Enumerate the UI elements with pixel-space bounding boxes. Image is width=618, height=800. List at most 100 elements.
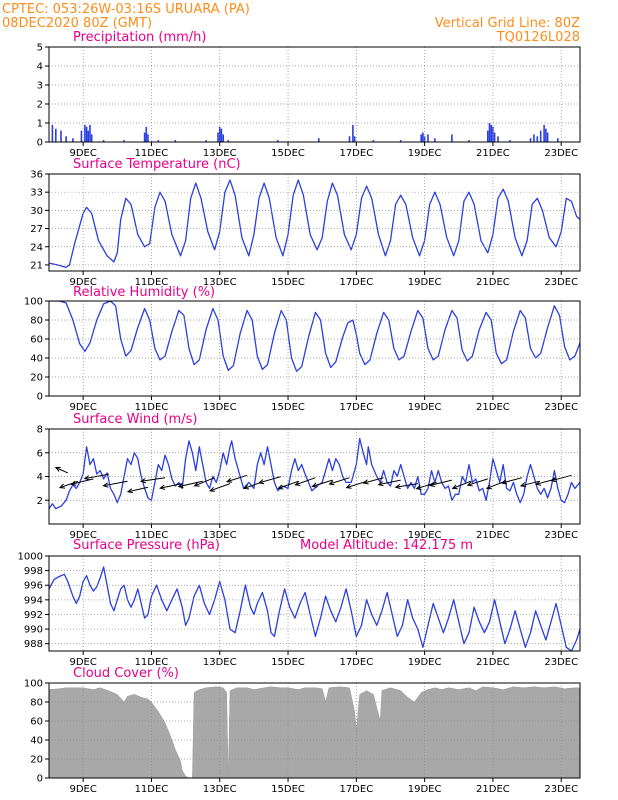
temp-ytick-label: 21 [30, 260, 43, 271]
precip-bar [277, 140, 279, 142]
cloud-panel: Cloud Cover (%) 0 20 40 60 80 100 9DEC 11DEC 13DE… [24, 666, 581, 795]
cloud-ytick-label: 20 [30, 755, 43, 766]
precip-ytick-label: 5 [37, 43, 43, 54]
wind-arrow-head [208, 486, 216, 492]
cloud-ytick-label: 100 [24, 679, 43, 690]
precip-bar [145, 126, 148, 142]
precip-bar [493, 132, 496, 142]
wind-arrow [452, 480, 471, 489]
precip-bar [423, 136, 426, 142]
precip-ytick-label: 3 [37, 81, 43, 92]
cloud-xtick-label: 23DEC [544, 784, 578, 795]
temp-ytick-label: 36 [30, 170, 43, 181]
precip-bar [87, 130, 90, 142]
temp-title: Surface Temperature (nC) [73, 157, 241, 172]
rh-xtick-label: 21DEC [476, 402, 510, 413]
wind-arrow [416, 481, 437, 490]
wind-arrow-head [394, 483, 401, 490]
cloud-title: Cloud Cover (%) [73, 666, 179, 681]
temp-xtick-label: 23DEC [544, 277, 578, 288]
wind-arrow [395, 483, 418, 488]
wind-xtick-label: 19DEC [408, 530, 442, 541]
rh-xtick-label: 19DEC [408, 402, 442, 413]
precip-bar [318, 138, 320, 142]
wind-xtick-label: 21DEC [476, 530, 510, 541]
pres-content [49, 566, 580, 651]
wind-xtick-label: 17DEC [339, 530, 373, 541]
rh-xtick-label: 23DEC [544, 402, 578, 413]
pres-xtick-label: 9DEC [69, 657, 96, 668]
cloud-xtick-label: 11DEC [135, 784, 169, 795]
wind-arrow [429, 479, 453, 486]
wind-arrow [312, 479, 333, 487]
cloud-ytick-label: 80 [30, 698, 43, 709]
wind-arrow [178, 480, 203, 488]
precip-bar [422, 132, 424, 142]
precip-bar [487, 130, 489, 142]
pres-xtick-label: 13DEC [203, 657, 237, 668]
pres-ytick-label: 988 [24, 639, 43, 650]
header-line1-right: Vertical Grid Line: 80Z [435, 16, 580, 31]
wind-title: Surface Wind (m/s) [73, 412, 197, 427]
header-line2-right: TQ0126L028 [496, 30, 580, 45]
wind-arrow-head [277, 484, 284, 490]
wind-ytick-label: 4 [37, 472, 43, 483]
precip-bar [529, 138, 532, 142]
cloud-ytick-label: 60 [30, 717, 43, 728]
precip-bar [80, 130, 83, 142]
temp-ytick-label: 30 [30, 206, 43, 217]
precip-bar [546, 132, 549, 142]
header-line1-left: CPTEC: 053:26W-03:16S URUARA (PA) [2, 2, 250, 17]
rh-xtick-label: 17DEC [339, 402, 373, 413]
wind-arrow-head [345, 483, 352, 489]
precip-bar [174, 140, 177, 142]
cloud-content [49, 686, 580, 778]
rh-ytick-label: 80 [30, 316, 43, 327]
wind-panel: Surface Wind (m/s) 2 4 6 8 9DEC 11DEC 13DEC 15DE… [37, 412, 581, 541]
precip-bar [147, 134, 149, 142]
precip-bar [89, 124, 91, 142]
precip-xtick-label: 21DEC [476, 148, 510, 159]
pres-ytick-label: 990 [24, 625, 43, 636]
wind-arrow [329, 477, 350, 485]
pres-ytick-label: 994 [24, 595, 43, 606]
precip-bar [60, 130, 62, 142]
precip-bar [353, 136, 356, 142]
wind-arrow-head [519, 482, 526, 488]
wind-arrow [467, 478, 488, 486]
wind-arrow-head [466, 481, 473, 487]
temp-panel: Surface Temperature (nC) 21 24 27 30 33 36 9DEC… [30, 157, 581, 288]
precip-xtick-label: 13DEC [203, 148, 237, 159]
pres-frame [48, 555, 581, 652]
pres-title: Surface Pressure (hPa) [73, 538, 220, 553]
pres-ytick-label: 996 [24, 581, 43, 592]
wind-xtick-label: 23DEC [544, 530, 578, 541]
wind-arrow [363, 477, 384, 484]
precip-bar [205, 140, 207, 142]
rh-content [49, 301, 580, 372]
wind-content [49, 437, 580, 510]
rh-ytick-label: 60 [30, 335, 43, 346]
precip-ytick-label: 0 [37, 138, 43, 149]
wind-arrow-head [126, 488, 134, 494]
cloud-ytick-label: 0 [37, 774, 43, 785]
rh-xtick-label: 9DEC [69, 402, 96, 413]
precip-bar [72, 138, 74, 142]
pres-ytick-label: 1000 [18, 552, 43, 563]
precip-bar [222, 134, 224, 142]
rh-title: Relative Humidity (%) [73, 285, 215, 300]
wind-arrow-head [485, 484, 492, 490]
cloud-ytick-label: 40 [30, 736, 43, 747]
wind-arrow [520, 480, 540, 487]
cloud-area [49, 686, 580, 778]
rh-panel: Relative Humidity (%) 0 20 40 60 80 100 9DEC 11D… [24, 285, 581, 413]
rh-frame [48, 300, 581, 397]
precip-bar [84, 124, 86, 142]
precip-bar [468, 140, 470, 142]
wind-arrow-head [500, 479, 507, 485]
precip-xtick-label: 17DEC [339, 148, 373, 159]
precip-bar [102, 140, 105, 142]
pres-xtick-label: 19DEC [408, 657, 442, 668]
temp-xtick-label: 13DEC [203, 277, 237, 288]
